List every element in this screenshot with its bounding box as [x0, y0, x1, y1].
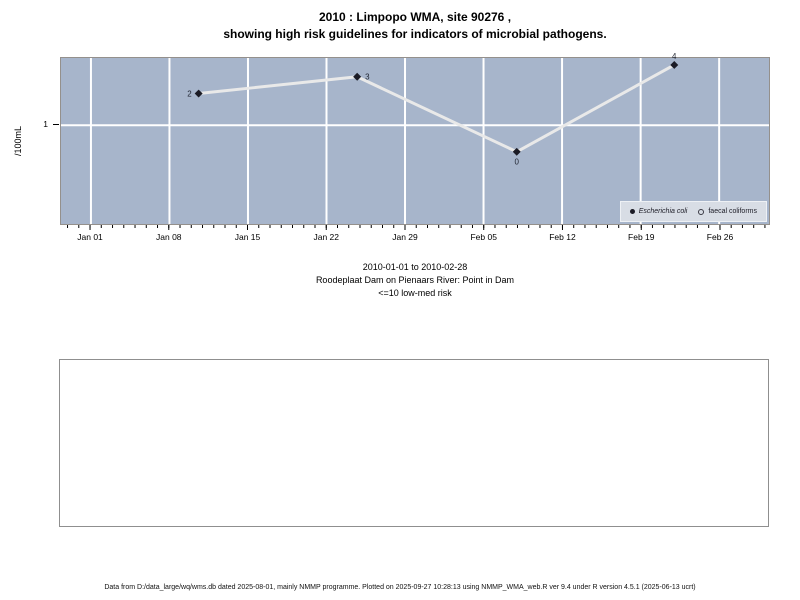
chart-title: 2010 : Limpopo WMA, site 90276 , showing… [60, 9, 770, 43]
data-point-marker [194, 89, 203, 98]
x-tick-label: Jan 08 [156, 232, 182, 242]
x-tick-label: Feb 12 [549, 232, 576, 242]
subtitle-date-range: 2010-01-01 to 2010-02-28 [362, 262, 468, 272]
data-line [197, 63, 676, 154]
y-tick-label: 1 [43, 119, 48, 129]
point-value-label: 2 [187, 90, 192, 99]
point-value-label: 3 [365, 73, 370, 82]
plot-area: 2 3 0 4 Escherichia coli faecal coliforms [60, 52, 770, 225]
plot-svg: 2 3 0 4 [61, 52, 769, 224]
point-value-label: 4 [672, 52, 677, 61]
x-axis [60, 225, 770, 233]
x-tick-label: Jan 01 [77, 232, 103, 242]
legend-label: faecal coliforms [708, 208, 757, 215]
x-axis-ticks [67, 225, 766, 230]
y-axis-label: /100mL [10, 57, 26, 225]
x-tick-label: Jan 22 [313, 232, 340, 242]
point-value-label: 0 [515, 158, 520, 167]
legend-entry: faecal coliforms [698, 208, 757, 215]
y-axis-label-text: /100mL [13, 125, 23, 157]
subtitle-risk-note: <=10 low-med risk [378, 288, 452, 298]
subtitle-site-description: Roodeplaat Dam on Pienaars River: Point … [315, 275, 515, 285]
x-tick-label: Jan 29 [392, 232, 418, 242]
x-tick-label: Feb 19 [628, 232, 655, 242]
chart-subtitle: 2010-01-01 to 2010-02-28 Roodeplaat Dam … [60, 261, 770, 300]
data-point-marker [670, 61, 679, 69]
chart-title-line1: 2010 : Limpopo WMA, site 90276 , [318, 10, 512, 24]
x-tick-label: Jan 15 [234, 232, 261, 242]
footer-provenance: Data from D:/data_large/wq/wms.db dated … [104, 584, 696, 591]
empty-panel [59, 359, 769, 527]
x-tick-label: Feb 26 [706, 232, 734, 242]
y-tick-mark [53, 124, 59, 125]
legend-entry: Escherichia coli [629, 208, 688, 215]
x-tick-label: Feb 05 [470, 232, 497, 242]
legend-label: Escherichia coli [638, 208, 688, 215]
x-tick-labels: Jan 01 Jan 08 Jan 15 Jan 22 Jan 29 Feb 05 Feb … [60, 232, 770, 244]
legend: Escherichia coli faecal coliforms [619, 201, 767, 222]
filled-dot-icon [629, 209, 635, 214]
chart-title-line2: showing high risk guidelines for indicat… [223, 27, 607, 41]
data-point-marker [512, 147, 521, 156]
open-dot-icon [698, 208, 705, 215]
